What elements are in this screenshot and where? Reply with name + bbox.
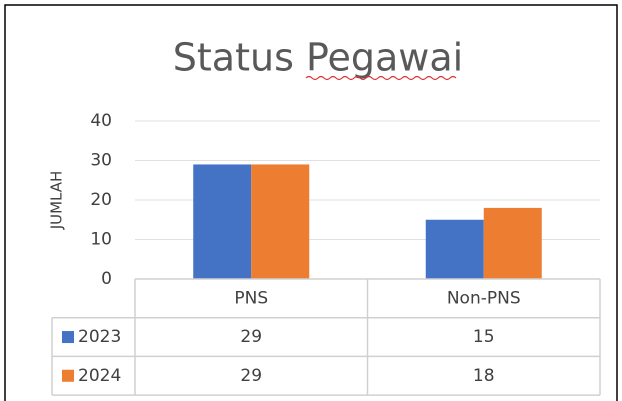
- chart-border: [4, 4, 618, 401]
- y-tick-label: 20: [90, 190, 112, 210]
- y-tick-label: 30: [90, 151, 112, 171]
- bar: [193, 164, 252, 279]
- table-value: 29: [240, 366, 262, 386]
- bar: [251, 164, 310, 279]
- spellcheck-underline: [305, 75, 457, 81]
- table-value: 18: [473, 366, 495, 386]
- x-tick-label: Non-PNS: [447, 288, 521, 308]
- x-tick-label: PNS: [234, 288, 268, 308]
- y-axis-label: JUMLAH: [48, 171, 66, 231]
- bar: [483, 207, 542, 279]
- legend-label: 2023: [78, 327, 121, 347]
- y-tick-label: 40: [90, 111, 112, 131]
- legend-swatch: [62, 369, 74, 382]
- bar: [425, 219, 484, 279]
- table-value: 15: [473, 327, 495, 347]
- y-tick-label: 10: [90, 230, 112, 250]
- legend-swatch: [62, 331, 74, 344]
- y-tick-label: 0: [101, 269, 112, 289]
- chart-title: Status Pegawai: [173, 36, 463, 80]
- legend-label: 2024: [78, 366, 121, 386]
- table-value: 29: [240, 327, 262, 347]
